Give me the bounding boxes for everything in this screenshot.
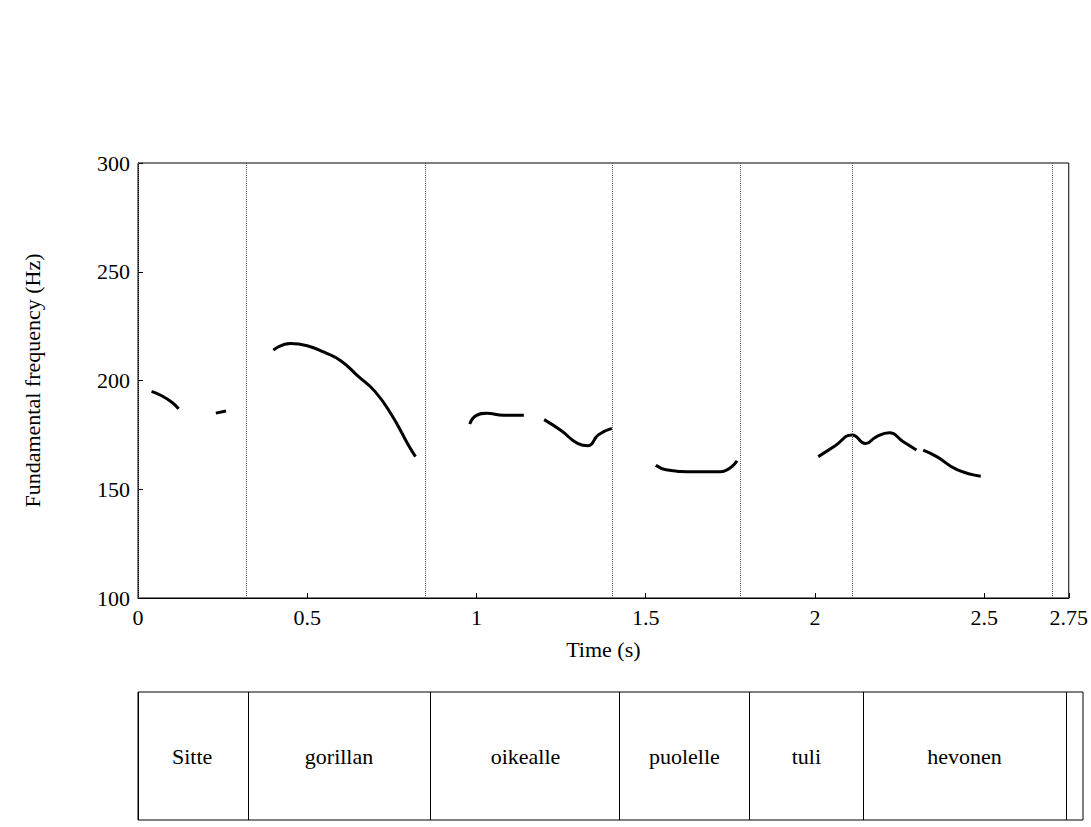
svg-text:150: 150 bbox=[97, 477, 130, 502]
svg-text:oikealle: oikealle bbox=[491, 744, 561, 769]
svg-text:Fundamental frequency (Hz): Fundamental frequency (Hz) bbox=[20, 253, 45, 507]
svg-text:2: 2 bbox=[809, 605, 820, 630]
svg-text:300: 300 bbox=[97, 151, 130, 176]
svg-text:0.5: 0.5 bbox=[293, 605, 321, 630]
svg-text:200: 200 bbox=[97, 368, 130, 393]
svg-text:Time (s): Time (s) bbox=[566, 637, 640, 662]
svg-text:gorillan: gorillan bbox=[305, 744, 373, 769]
svg-text:puolelle: puolelle bbox=[649, 744, 720, 769]
svg-text:2.75: 2.75 bbox=[1050, 605, 1089, 630]
svg-text:250: 250 bbox=[97, 259, 130, 284]
svg-text:100: 100 bbox=[97, 586, 130, 611]
svg-text:1.5: 1.5 bbox=[632, 605, 660, 630]
svg-text:1: 1 bbox=[471, 605, 482, 630]
svg-text:Sitte: Sitte bbox=[172, 744, 212, 769]
svg-text:0: 0 bbox=[133, 605, 144, 630]
svg-text:hevonen: hevonen bbox=[927, 744, 1002, 769]
svg-text:tuli: tuli bbox=[792, 744, 821, 769]
svg-text:2.5: 2.5 bbox=[970, 605, 998, 630]
